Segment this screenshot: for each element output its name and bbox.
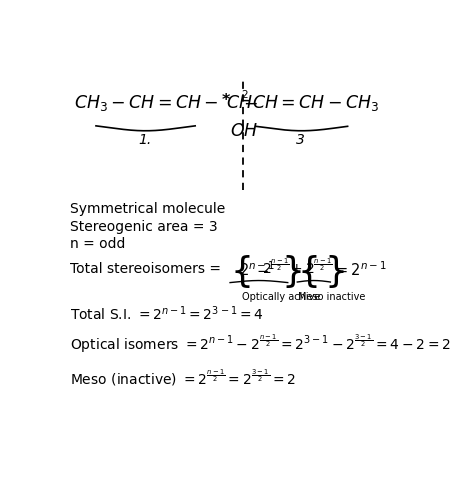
Text: $2^{n-1}$: $2^{n-1}$	[239, 259, 275, 278]
Text: $+$: $+$	[290, 262, 302, 275]
Text: $2$: $2$	[241, 88, 249, 100]
Text: n = odd: n = odd	[70, 237, 126, 251]
Text: $\mathit{OH}$: $\mathit{OH}$	[230, 122, 258, 140]
Text: Optical isomers $= 2^{n-1} - 2^{\frac{n-1}{2}} = 2^{3-1} - 2^{\frac{3-1}{2}} = 4: Optical isomers $= 2^{n-1} - 2^{\frac{n-…	[70, 332, 451, 354]
Text: $\mathbf{*}$: $\mathbf{*}$	[221, 91, 231, 106]
Text: Meso inactive: Meso inactive	[298, 291, 365, 302]
Text: 1.: 1.	[138, 133, 152, 147]
Text: Total S.I. $= 2^{n-1} = 2^{3-1} = 4$: Total S.I. $= 2^{n-1} = 2^{3-1} = 4$	[70, 304, 264, 323]
Text: $= 2^{n-1}$: $= 2^{n-1}$	[333, 259, 387, 278]
Text: Total stereoisomers =: Total stereoisomers =	[70, 262, 221, 275]
Text: $\{$: $\{$	[297, 252, 318, 289]
Text: $\{$: $\{$	[230, 252, 250, 289]
Text: Symmetrical molecule: Symmetrical molecule	[70, 202, 226, 216]
Text: $\mathit{CH=CH-CH_3}$: $\mathit{CH=CH-CH_3}$	[252, 93, 379, 113]
Text: Meso (inactive) $= 2^{\frac{n-1}{2}} = 2^{\frac{3-1}{2}} = 2$: Meso (inactive) $= 2^{\frac{n-1}{2}} = 2…	[70, 366, 297, 387]
Text: $2^{\frac{n-1}{2}}$: $2^{\frac{n-1}{2}}$	[263, 257, 291, 276]
Text: Optically achive: Optically achive	[242, 291, 320, 302]
Text: $2^{\frac{n-1}{2}}$: $2^{\frac{n-1}{2}}$	[305, 257, 333, 276]
Text: 3: 3	[296, 133, 305, 147]
Text: Stereogenic area = 3: Stereogenic area = 3	[70, 220, 218, 233]
Text: $\mathit{-}$: $\mathit{-}$	[243, 94, 258, 112]
Text: $\mathit{CH}$: $\mathit{CH}$	[227, 94, 253, 112]
Text: $-$: $-$	[256, 261, 269, 276]
Text: $\}$: $\}$	[282, 252, 302, 289]
Text: $\}$: $\}$	[324, 252, 344, 289]
Text: $\mathit{CH_3-CH=CH-}$: $\mathit{CH_3-CH=CH-}$	[74, 93, 219, 113]
